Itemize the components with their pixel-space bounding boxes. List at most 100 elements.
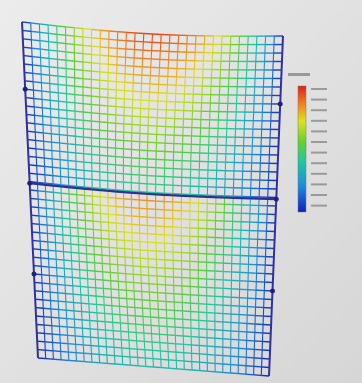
- mesh-edge: [239, 331, 247, 332]
- mesh-edge: [132, 124, 140, 125]
- mesh-edge: [91, 71, 99, 72]
- mesh-edge: [83, 87, 91, 88]
- mesh-edge: [37, 174, 45, 175]
- mesh-edge: [28, 140, 36, 141]
- mesh-edge: [199, 354, 207, 355]
- mesh-edge: [143, 325, 151, 326]
- mesh-edge: [64, 260, 72, 261]
- mesh-edge: [84, 179, 92, 180]
- legend-label-placeholder: [311, 109, 327, 111]
- legend-label-placeholder: [311, 205, 327, 207]
- mesh-edge: [34, 266, 42, 267]
- mesh-edge: [135, 308, 143, 309]
- mesh-edge: [108, 98, 116, 99]
- mesh-edge: [74, 311, 82, 312]
- mesh-edge: [142, 300, 150, 301]
- mesh-edge: [133, 91, 141, 92]
- mesh-edge: [254, 349, 262, 350]
- mesh-edge: [58, 293, 66, 294]
- mesh-edge: [47, 225, 55, 226]
- mesh-edge: [101, 213, 109, 214]
- mesh-edge: [132, 108, 140, 109]
- mesh-edge: [100, 30, 109, 31]
- mesh-edge: [154, 367, 162, 368]
- mesh-edge: [156, 226, 165, 227]
- mesh-edge: [125, 91, 133, 92]
- mesh-edge: [148, 267, 156, 268]
- mesh-edge: [63, 235, 71, 236]
- mesh-edge: [65, 277, 73, 278]
- mesh-edge: [76, 178, 84, 179]
- mesh-edge: [93, 221, 101, 222]
- mesh-edge: [167, 327, 175, 328]
- mesh-edge: [62, 210, 70, 211]
- mesh-edge: [90, 329, 98, 330]
- mesh-edge: [133, 274, 141, 275]
- mesh-edge: [35, 132, 43, 133]
- mesh-edge: [77, 195, 85, 196]
- mesh-edge: [68, 335, 76, 336]
- mesh-edge: [141, 283, 149, 284]
- mesh-edge: [78, 236, 86, 237]
- mesh-edge: [106, 347, 114, 348]
- mesh-edge: [43, 308, 51, 309]
- mesh-edge: [75, 95, 83, 96]
- mesh-edge: [262, 341, 270, 342]
- mesh-edge: [130, 365, 138, 366]
- mesh-edge: [99, 346, 107, 347]
- mesh-edge: [46, 200, 54, 201]
- mesh-edge: [120, 315, 128, 316]
- mesh-edge: [40, 41, 49, 42]
- support-node: [278, 102, 283, 107]
- mesh-edge: [129, 332, 137, 333]
- mesh-edge: [133, 83, 141, 84]
- mesh-edge: [66, 302, 74, 303]
- mesh-edge: [114, 347, 122, 348]
- mesh-edge: [70, 219, 78, 220]
- mesh-edge: [134, 283, 142, 284]
- mesh-edge: [36, 316, 44, 317]
- mesh-edge: [78, 228, 86, 229]
- mesh-edge: [91, 354, 99, 355]
- mesh-edge: [147, 167, 156, 168]
- mesh-edge: [44, 141, 52, 142]
- mesh-edge: [207, 363, 215, 364]
- mesh-edge: [57, 51, 66, 52]
- mesh-edge: [83, 45, 92, 46]
- mesh-edge: [108, 214, 116, 215]
- mesh-edge: [67, 319, 75, 320]
- mesh-edge: [131, 208, 139, 209]
- mesh-edge: [239, 323, 247, 324]
- mesh-edge: [91, 113, 99, 114]
- mesh-edge: [152, 334, 160, 335]
- mesh-edge: [176, 352, 184, 353]
- mesh-edge: [116, 215, 124, 216]
- mesh-edge: [159, 334, 167, 335]
- mesh-edge: [74, 319, 82, 320]
- mesh-edge: [192, 362, 200, 363]
- mesh-edge: [157, 284, 165, 285]
- mesh-edge: [123, 157, 131, 158]
- mesh-edge: [207, 338, 215, 339]
- mesh-edge: [115, 364, 123, 365]
- mesh-edge: [117, 256, 125, 257]
- mesh-edge: [124, 141, 132, 142]
- mesh-edge: [44, 158, 52, 159]
- mesh-edge: [102, 263, 110, 264]
- mesh-edge: [125, 249, 133, 250]
- mesh-edge: [52, 326, 60, 327]
- mesh-edge: [143, 58, 152, 59]
- mesh-edge: [126, 57, 135, 58]
- mesh-edge: [125, 265, 133, 266]
- mesh-edge: [131, 183, 139, 184]
- mesh-edge: [100, 363, 108, 364]
- mesh-edge: [132, 224, 140, 225]
- mesh-edge: [75, 128, 83, 129]
- mesh-edge: [215, 313, 223, 314]
- mesh-edge: [261, 375, 269, 376]
- mesh-edge: [137, 349, 145, 350]
- mesh-edge: [37, 333, 45, 334]
- mesh-edge: [32, 57, 40, 58]
- mesh-edge: [68, 152, 76, 153]
- mesh-edge: [124, 99, 132, 100]
